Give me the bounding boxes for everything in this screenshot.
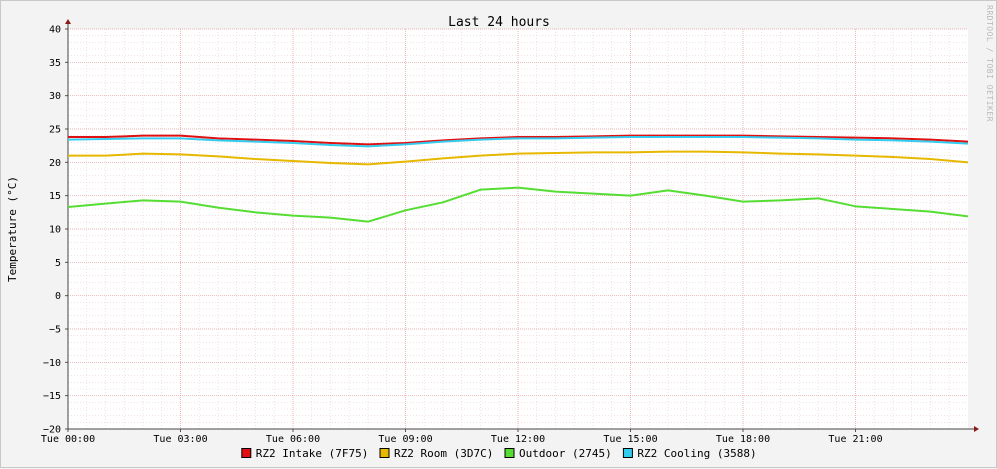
grid (67, 28, 968, 430)
y-tick-label: 35 (49, 58, 61, 69)
series-line-3 (67, 186, 969, 223)
x-tick-label: Tue 00:00 (41, 434, 95, 445)
y-tick-label: 10 (49, 225, 61, 236)
legend-swatch (622, 448, 633, 458)
y-tick-label: 15 (49, 191, 61, 202)
y-tick-label: 30 (49, 91, 61, 102)
rrdtool-watermark: RRDTOOL / TOBI OETIKER (985, 5, 994, 122)
legend-swatch (504, 448, 515, 458)
x-tick-label: Tue 03:00 (153, 434, 207, 445)
x-tick-label: Tue 09:00 (378, 434, 432, 445)
legend-item: Outdoor (2745) (504, 447, 612, 460)
legend-label: Outdoor (2745) (519, 447, 612, 460)
y-axis-arrow-icon (65, 19, 71, 24)
y-tick-label: 40 (49, 25, 61, 36)
legend-swatch (241, 448, 252, 458)
series-lines (67, 134, 969, 223)
y-tick-label: −10 (43, 358, 61, 369)
series-line-4 (67, 136, 969, 148)
x-tick-label: Tue 15:00 (603, 434, 657, 445)
y-tick-label: 5 (55, 258, 61, 269)
legend-label: RZ2 Room (3D7C) (394, 447, 493, 460)
y-tick-label: −20 (43, 425, 61, 436)
series-line-1 (68, 134, 969, 146)
x-tick-label: Tue 06:00 (266, 434, 320, 445)
y-tick-label: −15 (43, 391, 61, 402)
x-axis-arrow-icon (974, 426, 979, 432)
y-tick-label: 0 (55, 291, 61, 302)
legend: RZ2 Intake (7F75) RZ2 Room (3D7C) Outdoor … (241, 447, 757, 460)
x-tick-label: Tue 21:00 (828, 434, 882, 445)
legend-item: RZ2 Room (3D7C) (379, 447, 493, 460)
legend-swatch (379, 448, 390, 458)
legend-label: RZ2 Intake (7F75) (256, 447, 369, 460)
chart-title: Last 24 hours (448, 15, 550, 30)
legend-item: RZ2 Intake (7F75) (241, 447, 369, 460)
x-tick-label: Tue 12:00 (491, 434, 545, 445)
y-tick-label: 20 (49, 158, 61, 169)
y-tick-label: −5 (49, 325, 61, 336)
x-tick-label: Tue 18:00 (716, 434, 770, 445)
legend-label: RZ2 Cooling (3588) (637, 447, 756, 460)
y-axis-label: Temperature (°C) (6, 176, 19, 282)
y-tick-label: 25 (49, 125, 61, 136)
legend-item: RZ2 Cooling (3588) (622, 447, 757, 460)
series-line-2 (68, 150, 969, 166)
